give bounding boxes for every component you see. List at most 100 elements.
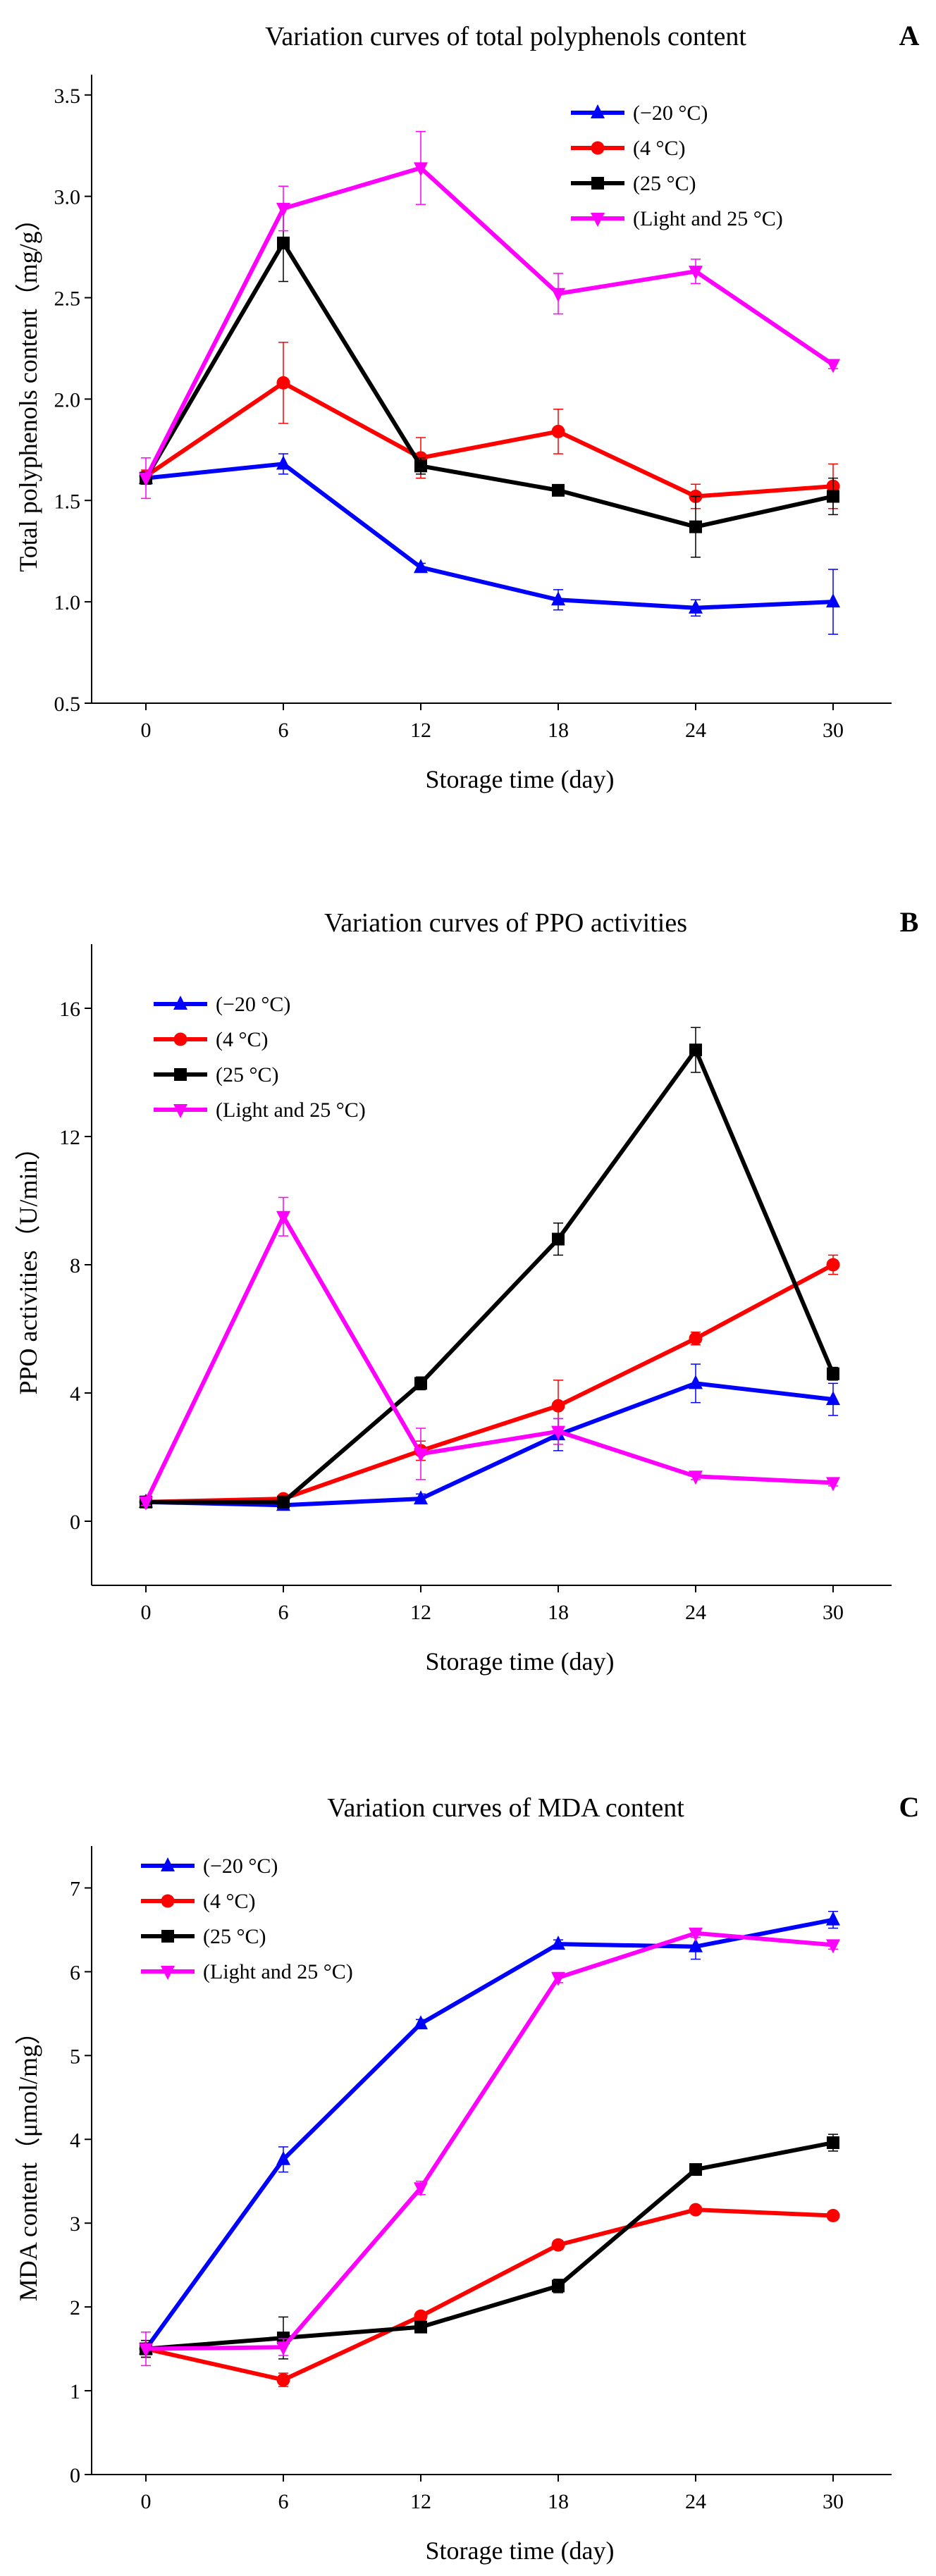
y-tick-label: 0.5	[54, 693, 81, 716]
x-tick-label: 30	[823, 719, 844, 742]
x-tick-label: 18	[548, 1601, 569, 1624]
legend: (−20 °C) (4 °C) (25 °C) (Light and 25 °C)	[154, 993, 366, 1122]
legend-label: (4 °C)	[203, 1890, 256, 1913]
data-point	[827, 2136, 839, 2150]
y-tick-label: 4	[70, 1382, 80, 1406]
series-line	[145, 1931, 834, 2351]
x-tick-label: 24	[685, 719, 706, 742]
legend-marker	[173, 1104, 187, 1118]
series-3	[139, 1927, 840, 2367]
series-line	[145, 1381, 834, 1508]
y-axis-label: Total polyphenols content（mg/g）	[14, 206, 42, 571]
series-3	[139, 1196, 840, 1511]
data-point	[827, 490, 839, 503]
legend-label: (−20 °C)	[216, 993, 290, 1016]
y-tick-label: 8	[70, 1254, 80, 1277]
legend-label: (−20 °C)	[633, 101, 708, 125]
data-point	[414, 459, 427, 473]
series-2	[140, 1027, 839, 1509]
data-point	[551, 1971, 565, 1986]
y-tick-label: 4	[70, 2129, 80, 2152]
panel-label: C	[899, 1791, 920, 1823]
data-point	[551, 1936, 565, 1950]
legend-marker	[591, 177, 604, 190]
data-point	[552, 1232, 565, 1246]
data-point	[689, 1332, 703, 1346]
data-point	[551, 1425, 565, 1440]
data-point	[414, 1448, 428, 1463]
series-line	[144, 240, 834, 529]
legend-marker	[174, 1068, 187, 1081]
data-point	[139, 1496, 153, 1511]
legend-label: (Light and 25 °C)	[203, 1960, 353, 1983]
legend-label: (25 °C)	[216, 1063, 279, 1086]
x-axis-label: Storage time (day)	[426, 1647, 615, 1676]
x-tick-label: 12	[410, 2490, 431, 2513]
y-tick-label: 3.5	[54, 85, 81, 108]
chart-panel-b: Variation curves of PPO activities B 0 4 8 12…	[14, 906, 918, 1676]
data-point	[551, 591, 565, 606]
legend-marker	[161, 1857, 175, 1871]
series-1	[139, 342, 840, 509]
data-point	[551, 2238, 565, 2252]
y-axis-label: MDA content（μmol/mg）	[14, 2019, 42, 2301]
data-point	[276, 1210, 290, 1225]
data-point	[689, 1938, 703, 1952]
y-tick-label: 5	[70, 2045, 80, 2068]
series-line	[144, 1917, 834, 2351]
data-point	[826, 359, 840, 373]
x-tick-label: 6	[278, 719, 289, 742]
data-point	[276, 202, 290, 217]
data-point	[276, 376, 290, 390]
series-0	[139, 453, 840, 635]
y-tick-label: 2.5	[54, 287, 81, 311]
data-point	[826, 1911, 840, 1926]
data-point	[414, 2320, 427, 2334]
data-point	[276, 2150, 290, 2165]
data-point	[826, 1477, 840, 1492]
legend-marker	[591, 213, 605, 227]
legend-label: (Light and 25 °C)	[633, 207, 783, 230]
y-tick-label: 12	[59, 1126, 80, 1149]
data-point	[414, 2309, 428, 2323]
data-point	[552, 2279, 565, 2293]
series-line	[145, 462, 834, 610]
series-line	[144, 166, 835, 479]
series-2	[140, 204, 839, 558]
series-line	[145, 1263, 835, 1504]
x-tick-label: 30	[823, 1601, 844, 1624]
data-point	[276, 455, 290, 470]
data-point	[689, 1927, 703, 1942]
y-tick-label: 16	[59, 998, 80, 1021]
data-point	[276, 2373, 290, 2387]
series-line	[145, 2141, 834, 2351]
chart-title: Variation curves of PPO activities	[324, 908, 687, 938]
y-tick-label: 3.0	[54, 186, 81, 209]
chart-panel-a: Variation curves of total polyphenols co…	[14, 20, 920, 793]
legend-label: (25 °C)	[203, 1925, 266, 1948]
data-point	[689, 2163, 702, 2176]
data-point	[689, 2203, 703, 2217]
legend-label: (25 °C)	[633, 172, 696, 195]
y-tick-label: 0	[70, 2464, 80, 2487]
series-line	[144, 1214, 834, 1504]
legend-label: (−20 °C)	[203, 1854, 278, 1878]
data-point	[689, 1044, 702, 1057]
legend-marker	[591, 104, 605, 118]
x-tick-label: 24	[685, 2490, 706, 2513]
legend-marker	[173, 1032, 187, 1046]
y-tick-label: 2	[70, 2296, 80, 2320]
data-point	[414, 1377, 427, 1390]
data-point	[414, 162, 428, 177]
legend-marker	[173, 996, 187, 1010]
data-point	[826, 1939, 840, 1954]
data-point	[551, 424, 565, 438]
panel-label: A	[899, 20, 920, 51]
data-point	[414, 2182, 428, 2197]
series-line	[146, 1048, 835, 1504]
data-point	[277, 1495, 290, 1509]
x-tick-label: 0	[141, 2490, 152, 2513]
data-point	[414, 1490, 428, 1505]
x-tick-label: 0	[141, 719, 152, 742]
series-line	[145, 2207, 834, 2382]
